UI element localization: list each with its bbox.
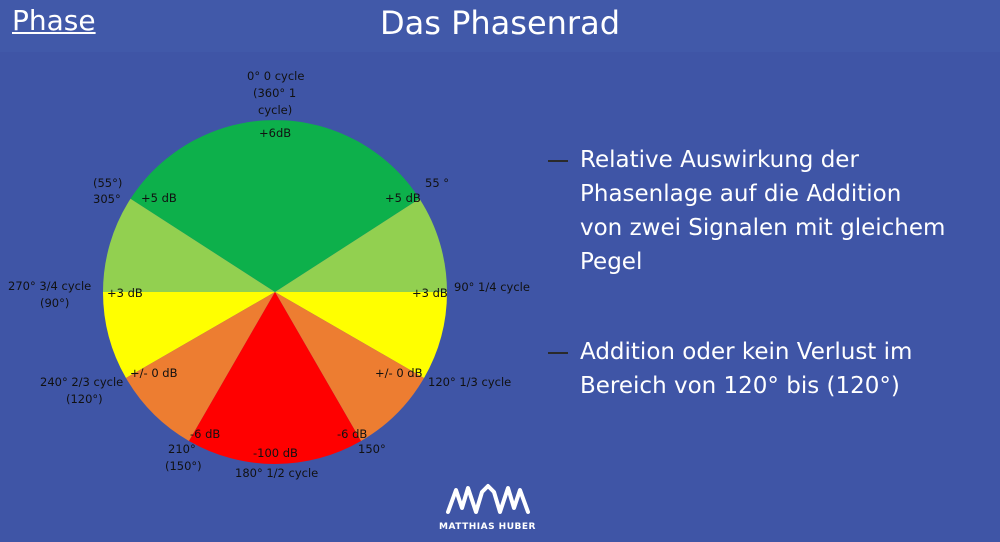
bullet-line: Addition oder kein Verlust im: [580, 339, 913, 365]
title-bar: [0, 0, 1000, 52]
bullet-relative-effect: Relative Auswirkung der Phasenlage auf d…: [548, 143, 990, 279]
angle-label-ll-1: 240° 2/3 cycle: [40, 375, 123, 389]
bullet-line: Relative Auswirkung der: [580, 147, 859, 173]
zone-yellow-right: [275, 292, 448, 378]
zone-red: [189, 292, 361, 465]
angle-label-top-3: cycle): [258, 103, 292, 117]
angle-label-lr: 120° 1/3 cycle: [428, 375, 511, 389]
zone-light-green-right: [275, 198, 447, 292]
zone-label-low-left: -6 dB: [190, 427, 220, 441]
logo-text: MATTHIAS HUBER: [439, 522, 536, 532]
angle-label-ul-2: 305°: [93, 192, 121, 206]
zone-label-lower-right: +/- 0 dB: [375, 366, 423, 380]
angle-label-ll-2: (120°): [66, 392, 103, 406]
bullet-line: Phasenlage auf die Addition: [580, 181, 902, 207]
zone-label-top: +6dB: [259, 126, 291, 140]
bullet-line: von zwei Signalen mit gleichem: [580, 215, 946, 241]
zone-label-low-right: -6 dB: [337, 427, 367, 441]
angle-label-right: 90° 1/4 cycle: [454, 280, 530, 294]
bullet-line: Pegel: [580, 249, 643, 275]
angle-label-br: 150°: [358, 442, 386, 456]
zone-label-mid-right: +3 dB: [412, 286, 448, 300]
angle-label-top-2: (360° 1: [253, 86, 296, 100]
zone-label-bottom: -100 dB: [253, 446, 298, 460]
zone-label-lower-left: +/- 0 dB: [130, 366, 178, 380]
angle-label-ur: 55 °: [425, 176, 449, 190]
angle-label-bl-1: 210°: [168, 442, 196, 456]
waveform-people-icon: [446, 484, 530, 514]
zone-green: [130, 120, 420, 292]
zone-orange-right: [275, 292, 424, 441]
bullet-dash: [548, 160, 568, 162]
angle-label-left-2: (90°): [40, 296, 69, 310]
zone-label-mid-left: +3 dB: [107, 286, 143, 300]
angle-label-bl-2: (150°): [165, 459, 202, 473]
zone-orange-left: [126, 292, 275, 441]
angle-label-left-1: 270° 3/4 cycle: [8, 279, 91, 293]
angle-label-top-1: 0° 0 cycle: [247, 69, 304, 83]
bullet-dash: [548, 352, 568, 354]
angle-label-ul-1: (55°): [93, 176, 122, 190]
section-label: Phase: [12, 4, 96, 37]
zone-light-green-left: [103, 198, 275, 292]
angle-label-bottom: 180° 1/2 cycle: [235, 466, 318, 480]
brand-logo: MATTHIAS HUBER: [430, 482, 545, 537]
slide-title: Das Phasenrad: [380, 4, 620, 42]
zone-label-upper-left: +5 dB: [141, 191, 177, 205]
bullet-addition-range: Addition oder kein Verlust im Bereich vo…: [548, 335, 990, 403]
zone-label-upper-right: +5 dB: [385, 191, 421, 205]
zone-yellow-left: [102, 292, 275, 378]
bullet-line: Bereich von 120° bis (120°): [580, 373, 900, 399]
